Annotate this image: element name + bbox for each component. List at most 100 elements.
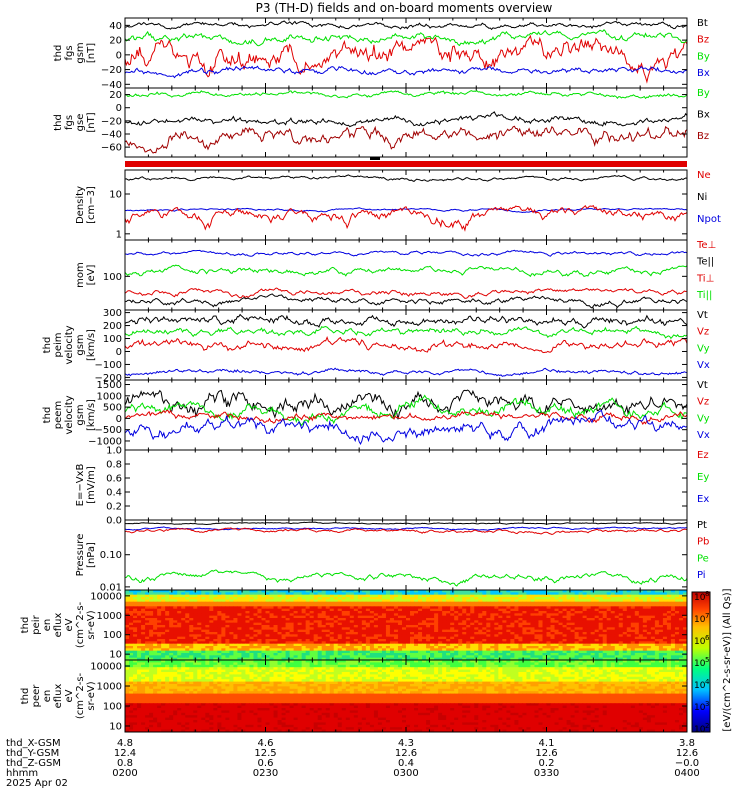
heatmap-cell — [646, 655, 652, 659]
heatmap-cell — [349, 627, 355, 631]
heatmap-cell — [293, 601, 299, 605]
heatmap-cell — [614, 601, 620, 605]
heatmap-cell — [678, 613, 684, 617]
heatmap-cell — [285, 597, 291, 600]
heatmap-cell — [674, 639, 680, 642]
heatmap-cell — [610, 629, 616, 633]
heatmap-cell — [618, 629, 624, 633]
heatmap-cell — [301, 615, 307, 619]
heatmap-cell — [574, 657, 580, 661]
heatmap-cell — [309, 599, 315, 603]
heatmap-cell — [141, 613, 146, 617]
heatmap-cell — [309, 592, 315, 596]
heatmap-cell — [329, 641, 335, 645]
heatmap-cell — [177, 636, 182, 640]
heatmap-cell — [313, 611, 319, 614]
heatmap-cell — [137, 592, 142, 596]
heatmap-cell — [273, 620, 279, 624]
heatmap-cell — [506, 655, 511, 659]
heatmap-cell — [329, 625, 335, 628]
heatmap-cell — [490, 594, 495, 598]
series-Te⊥-line — [124, 249, 688, 257]
heatmap-cell — [622, 597, 628, 600]
heatmap-cell — [510, 632, 515, 635]
heatmap-cell — [157, 604, 162, 607]
heatmap-cell — [169, 650, 174, 654]
heatmap-cell — [165, 657, 170, 661]
heatmap-cell — [514, 648, 519, 652]
heatmap-cell — [253, 629, 258, 633]
heatmap-cell — [418, 648, 423, 652]
heatmap-cell — [646, 601, 652, 605]
heatmap-cell — [618, 599, 624, 603]
heatmap-cell — [550, 655, 556, 659]
heatmap-cell — [197, 650, 202, 654]
heatmap-cell — [281, 611, 287, 614]
heatmap-cell — [522, 632, 527, 635]
heatmap-cell — [313, 592, 319, 596]
heatmap-cell — [365, 611, 371, 614]
heatmap-cell — [317, 660, 323, 663]
heatmap-cell — [285, 599, 291, 603]
heatmap-cell — [217, 650, 222, 654]
heatmap-cell — [381, 627, 387, 631]
heatmap-cell — [393, 653, 399, 656]
heatmap-cell — [213, 657, 218, 661]
heatmap-cell — [442, 611, 447, 614]
heatmap-cell — [209, 632, 214, 635]
heatmap-cell — [257, 632, 262, 635]
heatmap-cell — [353, 634, 359, 638]
heatmap-cell — [454, 606, 459, 610]
heatmap-cell — [393, 650, 399, 654]
heatmap-cell — [373, 592, 379, 596]
heatmap-cell — [365, 604, 371, 607]
heatmap-cell — [321, 606, 327, 610]
heatmap-cell — [410, 643, 415, 647]
heatmap-cell — [546, 648, 552, 652]
heatmap-cell — [289, 590, 295, 593]
heatmap-cell — [189, 618, 194, 621]
heatmap-cell — [369, 601, 375, 605]
heatmap-cell — [297, 592, 303, 596]
heatmap-cell — [249, 629, 254, 633]
heatmap-cell — [530, 592, 535, 596]
heatmap-cell — [682, 625, 688, 628]
legend-Bz: Bz — [697, 35, 709, 46]
heatmap-cell — [638, 599, 644, 603]
heatmap-cell — [329, 601, 335, 605]
heatmap-cell — [189, 590, 194, 593]
heatmap-cell — [506, 643, 511, 647]
heatmap-cell — [373, 611, 379, 614]
heatmap-cell — [406, 604, 411, 607]
heatmap-cell — [205, 604, 210, 607]
heatmap-cell — [454, 599, 459, 603]
heatmap-cell — [482, 597, 487, 600]
heatmap-cell — [586, 641, 592, 645]
heatmap-cell — [422, 590, 427, 593]
heatmap-cell — [157, 611, 162, 614]
heatmap-cell — [401, 594, 407, 598]
heatmap-cell — [558, 590, 564, 593]
heatmap-cell — [478, 604, 483, 607]
heatmap-cell — [594, 641, 600, 645]
heatmap-cell — [353, 622, 359, 626]
heatmap-cell — [534, 639, 539, 642]
heatmap-cell — [229, 632, 234, 635]
heatmap-cell — [546, 608, 552, 612]
heatmap-cell — [257, 653, 262, 656]
heatmap-cell — [149, 657, 154, 661]
heatmap-cell — [442, 653, 447, 656]
heatmap-cell — [622, 653, 628, 656]
heatmap-cell — [502, 620, 507, 624]
heatmap-cell — [197, 606, 202, 610]
heatmap-cell — [353, 613, 359, 617]
heatmap-cell — [241, 655, 246, 659]
heatmap-cell — [494, 601, 499, 605]
heatmap-cell — [558, 657, 564, 661]
heatmap-cell — [526, 594, 531, 598]
heatmap-cell — [650, 606, 656, 610]
heatmap-cell — [165, 629, 170, 633]
heatmap-cell — [209, 618, 214, 621]
heatmap-cell — [426, 597, 431, 600]
